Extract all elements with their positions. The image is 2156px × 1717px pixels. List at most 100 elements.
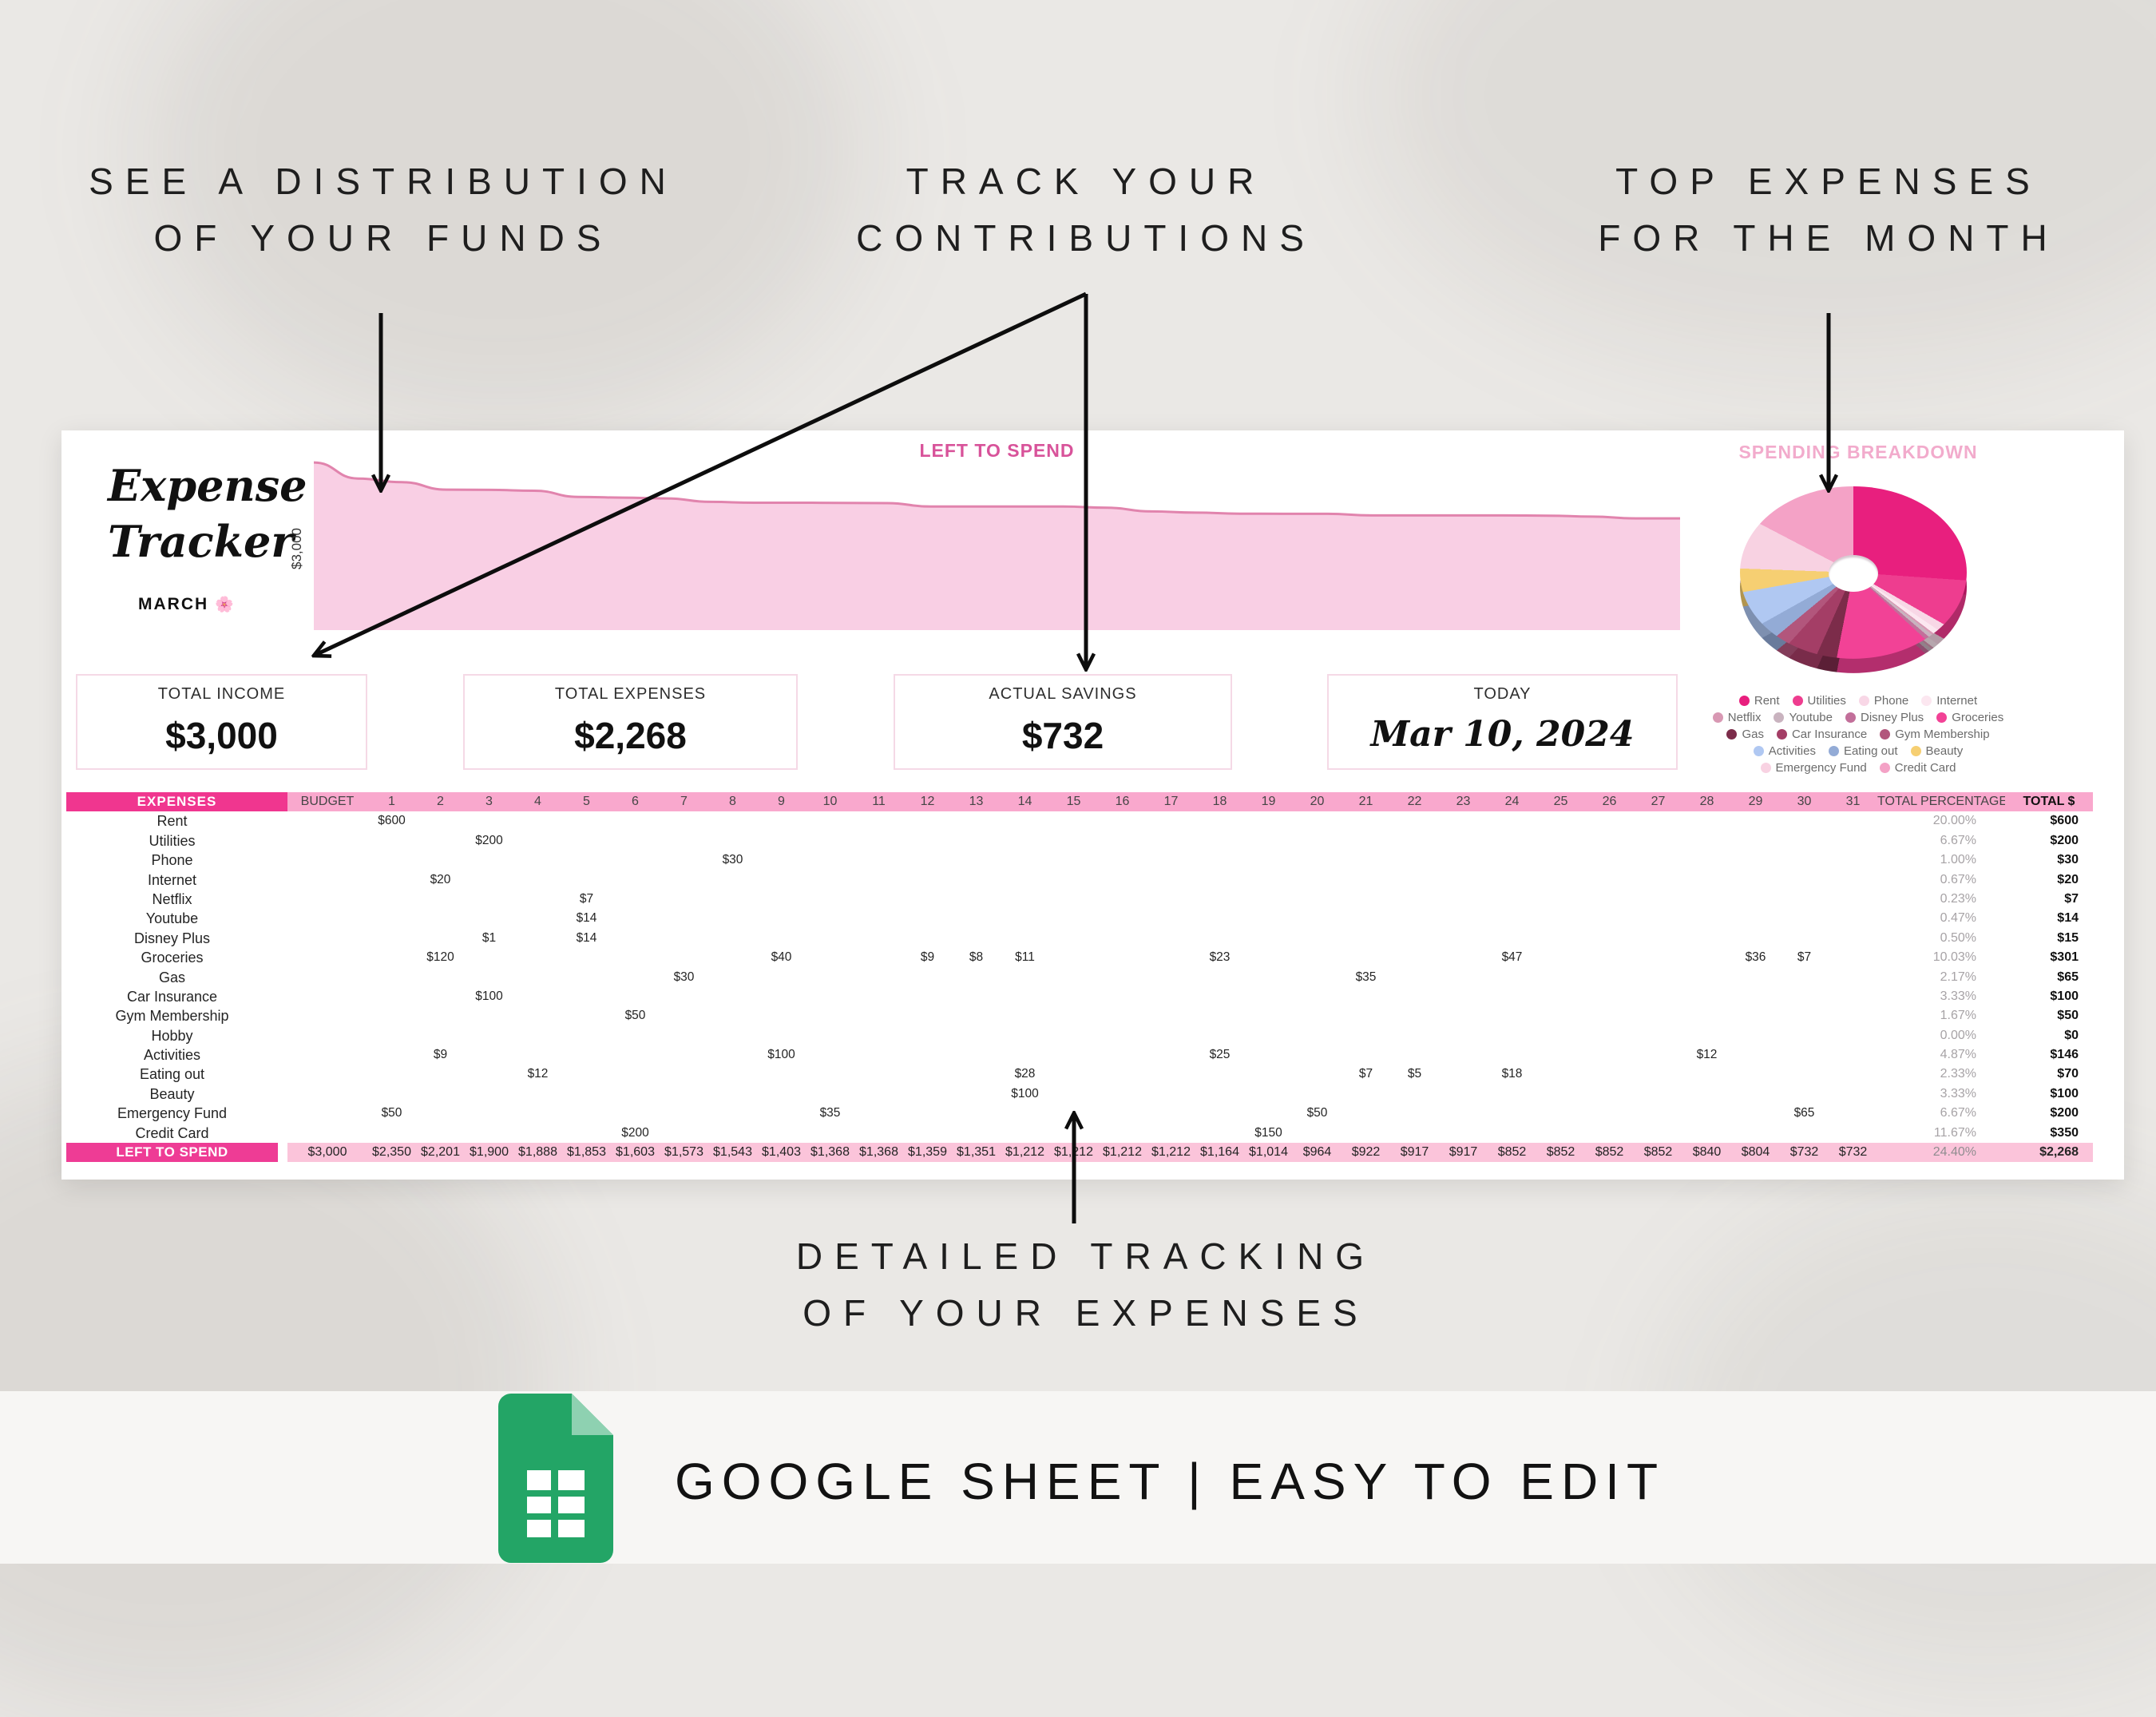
- day-value-cell[interactable]: [854, 811, 903, 831]
- day-value-cell[interactable]: [1147, 1104, 1195, 1123]
- day-value-cell[interactable]: [1829, 851, 1877, 870]
- day-value-cell[interactable]: [1147, 811, 1195, 831]
- day-value-cell[interactable]: [806, 851, 854, 870]
- day-value-cell[interactable]: $14: [576, 911, 597, 926]
- day-value-cell[interactable]: [757, 1124, 806, 1143]
- day-value-cell[interactable]: [660, 1045, 708, 1065]
- day-value-cell[interactable]: [1049, 929, 1098, 948]
- expense-name-cell[interactable]: Hobby: [151, 1027, 193, 1044]
- day-value-cell[interactable]: [1098, 1006, 1147, 1025]
- expense-name-cell[interactable]: Rent: [157, 813, 188, 830]
- day-value-cell[interactable]: [1001, 968, 1049, 987]
- day-value-cell[interactable]: $150: [1254, 1125, 1282, 1140]
- day-value-cell[interactable]: [1049, 1065, 1098, 1084]
- day-value-cell[interactable]: [1244, 1026, 1293, 1045]
- day-value-cell[interactable]: [1147, 851, 1195, 870]
- day-value-cell[interactable]: [1731, 1124, 1780, 1143]
- day-value-cell[interactable]: [416, 831, 465, 851]
- day-value-cell[interactable]: $14: [576, 930, 597, 945]
- day-value-cell[interactable]: [1001, 811, 1049, 831]
- day-value-cell[interactable]: [1731, 987, 1780, 1006]
- day-value-cell[interactable]: [1293, 1006, 1342, 1025]
- day-value-cell[interactable]: [562, 1045, 611, 1065]
- expense-name-cell[interactable]: Disney Plus: [133, 930, 211, 946]
- day-value-cell[interactable]: [562, 987, 611, 1006]
- day-value-cell[interactable]: [854, 948, 903, 967]
- budget-cell[interactable]: [287, 929, 367, 948]
- day-value-cell[interactable]: [1390, 1006, 1439, 1025]
- day-value-cell[interactable]: [513, 831, 562, 851]
- day-value-cell[interactable]: [952, 1045, 1001, 1065]
- day-value-cell[interactable]: [1829, 1124, 1877, 1143]
- day-value-cell[interactable]: [1780, 1124, 1829, 1143]
- day-value-cell[interactable]: [562, 1124, 611, 1143]
- day-value-cell[interactable]: [1244, 968, 1293, 987]
- day-value-cell[interactable]: [1634, 909, 1682, 928]
- day-value-cell[interactable]: [854, 1085, 903, 1104]
- day-value-cell[interactable]: [1585, 929, 1634, 948]
- day-value-cell[interactable]: [903, 1065, 952, 1084]
- day-value-cell[interactable]: [1731, 1085, 1780, 1104]
- day-value-cell[interactable]: [1342, 851, 1390, 870]
- day-value-cell[interactable]: [952, 811, 1001, 831]
- day-value-cell[interactable]: [708, 890, 757, 909]
- day-value-cell[interactable]: [708, 909, 757, 928]
- day-value-cell[interactable]: [1098, 1085, 1147, 1104]
- day-value-cell[interactable]: [611, 968, 660, 987]
- day-value-cell[interactable]: [1293, 909, 1342, 928]
- day-value-cell[interactable]: [708, 1124, 757, 1143]
- day-value-cell[interactable]: [806, 870, 854, 890]
- day-value-cell[interactable]: [1829, 987, 1877, 1006]
- day-value-cell[interactable]: [1098, 929, 1147, 948]
- day-value-cell[interactable]: [1195, 1026, 1244, 1045]
- day-value-cell[interactable]: [1147, 929, 1195, 948]
- day-value-cell[interactable]: [1342, 1124, 1390, 1143]
- day-value-cell[interactable]: [1293, 890, 1342, 909]
- day-value-cell[interactable]: [1585, 870, 1634, 890]
- day-value-cell[interactable]: [562, 1085, 611, 1104]
- day-value-cell[interactable]: [1439, 968, 1488, 987]
- day-value-cell[interactable]: [854, 929, 903, 948]
- day-value-cell[interactable]: [757, 870, 806, 890]
- budget-cell[interactable]: [287, 890, 367, 909]
- day-value-cell[interactable]: [1829, 929, 1877, 948]
- day-value-cell[interactable]: [416, 811, 465, 831]
- day-value-cell[interactable]: [1634, 851, 1682, 870]
- day-value-cell[interactable]: [1536, 831, 1585, 851]
- day-value-cell[interactable]: [1682, 948, 1731, 967]
- day-value-cell[interactable]: [611, 851, 660, 870]
- day-value-cell[interactable]: [952, 968, 1001, 987]
- day-value-cell[interactable]: [513, 1006, 562, 1025]
- day-value-cell[interactable]: [465, 968, 513, 987]
- expense-name-cell[interactable]: Groceries: [141, 950, 204, 966]
- day-value-cell[interactable]: [513, 811, 562, 831]
- day-value-cell[interactable]: [1001, 870, 1049, 890]
- day-value-cell[interactable]: [1342, 870, 1390, 890]
- day-value-cell[interactable]: [1585, 987, 1634, 1006]
- day-value-cell[interactable]: [1001, 1026, 1049, 1045]
- day-value-cell[interactable]: $50: [624, 1009, 646, 1023]
- day-value-cell[interactable]: [1001, 909, 1049, 928]
- day-value-cell[interactable]: [611, 929, 660, 948]
- day-value-cell[interactable]: [1244, 811, 1293, 831]
- day-value-cell[interactable]: [367, 890, 416, 909]
- day-value-cell[interactable]: [1682, 851, 1731, 870]
- day-value-cell[interactable]: [1488, 1006, 1536, 1025]
- day-value-cell[interactable]: [1293, 831, 1342, 851]
- day-value-cell[interactable]: $100: [767, 1048, 795, 1062]
- day-value-cell[interactable]: [1049, 851, 1098, 870]
- day-value-cell[interactable]: [1585, 1104, 1634, 1123]
- day-value-cell[interactable]: [708, 1085, 757, 1104]
- day-value-cell[interactable]: [1195, 987, 1244, 1006]
- day-value-cell[interactable]: [1342, 1006, 1390, 1025]
- day-value-cell[interactable]: [854, 831, 903, 851]
- day-value-cell[interactable]: [1244, 851, 1293, 870]
- day-value-cell[interactable]: [1829, 1045, 1877, 1065]
- day-value-cell[interactable]: [1293, 948, 1342, 967]
- day-value-cell[interactable]: $20: [430, 872, 451, 886]
- day-value-cell[interactable]: [1536, 811, 1585, 831]
- day-value-cell[interactable]: [1390, 929, 1439, 948]
- day-value-cell[interactable]: [1634, 831, 1682, 851]
- day-value-cell[interactable]: [1147, 1026, 1195, 1045]
- day-value-cell[interactable]: [806, 948, 854, 967]
